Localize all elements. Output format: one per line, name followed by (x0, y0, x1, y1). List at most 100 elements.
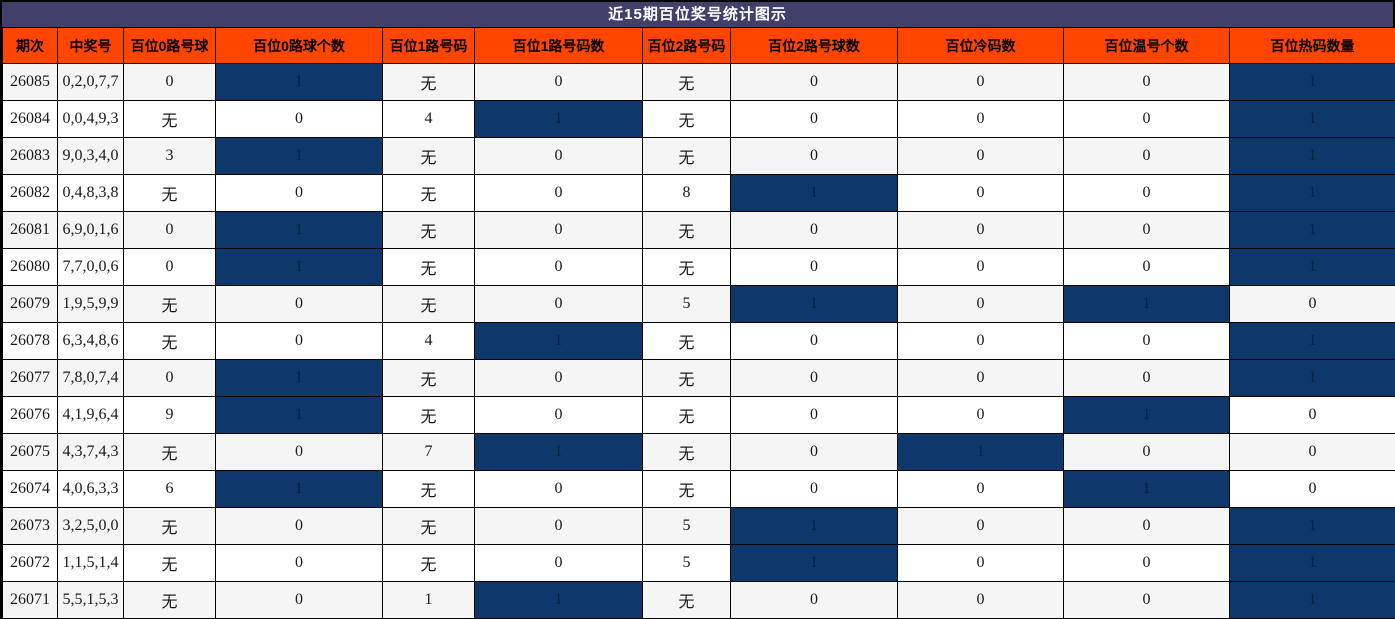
cell: 5,5,1,5,3 (57, 581, 124, 619)
cell: 6,9,0,1,6 (57, 211, 124, 249)
cell: 1 (215, 359, 383, 397)
cell: 0 (1063, 63, 1230, 101)
cell: 0 (1063, 137, 1230, 175)
period-cell: 26084 (2, 100, 58, 138)
cell: 无 (642, 322, 731, 360)
cell: 0 (730, 359, 898, 397)
cell: 0 (1229, 396, 1395, 434)
cell: 9,0,3,4,0 (57, 137, 124, 175)
cell: 0 (215, 285, 383, 323)
cell: 无 (642, 581, 731, 619)
cell: 1 (1229, 63, 1395, 101)
cell: 无 (642, 359, 731, 397)
cell: 1 (1229, 359, 1395, 397)
cell: 1 (1229, 507, 1395, 545)
cell: 0 (215, 507, 383, 545)
period-cell: 26076 (2, 396, 58, 434)
cell: 4,0,6,3,3 (57, 470, 124, 508)
cell: 1 (1063, 396, 1230, 434)
cell: 无 (123, 544, 216, 582)
period-cell: 26071 (2, 581, 58, 619)
period-cell: 26074 (2, 470, 58, 508)
cell: 0 (897, 396, 1064, 434)
cell: 1 (1229, 322, 1395, 360)
cell: 4,3,7,4,3 (57, 433, 124, 471)
cell: 7,8,0,7,4 (57, 359, 124, 397)
cell: 0 (730, 248, 898, 286)
cell: 0 (897, 359, 1064, 397)
cell: 8 (642, 174, 731, 212)
cell: 0 (897, 174, 1064, 212)
cell: 1 (215, 63, 383, 101)
cell: 0 (474, 174, 643, 212)
cell: 0 (897, 248, 1064, 286)
period-cell: 26078 (2, 322, 58, 360)
column-header: 期次 (2, 27, 58, 64)
column-header: 中奖号 (57, 27, 124, 64)
table-row: 26075 4,3,7,4,3 无 0 7 1 无 0 1 0 0 (2, 433, 1395, 471)
table-row: 26076 4,1,9,6,4 9 1 无 0 无 0 0 1 0 (2, 396, 1395, 434)
table-row: 26074 4,0,6,3,3 6 1 无 0 无 0 0 1 0 (2, 470, 1395, 508)
cell: 0,0,4,9,3 (57, 100, 124, 138)
cell: 4,1,9,6,4 (57, 396, 124, 434)
cell: 无 (642, 63, 731, 101)
cell: 0 (123, 211, 216, 249)
cell: 0 (1063, 507, 1230, 545)
table-row: 26072 1,1,5,1,4 无 0 无 0 5 1 0 0 1 (2, 544, 1395, 582)
cell: 0 (730, 211, 898, 249)
cell: 9 (123, 396, 216, 434)
cell: 0 (730, 322, 898, 360)
cell: 无 (382, 470, 475, 508)
cell: 0 (474, 470, 643, 508)
cell: 0 (897, 470, 1064, 508)
period-cell: 26085 (2, 63, 58, 101)
cell: 0 (215, 581, 383, 619)
cell: 0,4,8,3,8 (57, 174, 124, 212)
cell: 0 (215, 544, 383, 582)
cell: 无 (123, 285, 216, 323)
cell: 6 (123, 470, 216, 508)
cell: 1 (730, 285, 898, 323)
cell: 0 (730, 396, 898, 434)
cell: 无 (382, 63, 475, 101)
table-header-row: 期次 中奖号 百位0路号球 百位0路球个数 百位1路号码 百位1路号码数 百位2路号码 百位2… (2, 27, 1395, 64)
cell: 0 (897, 544, 1064, 582)
period-cell: 26072 (2, 544, 58, 582)
cell: 0 (215, 174, 383, 212)
cell: 无 (642, 433, 731, 471)
cell: 无 (642, 137, 731, 175)
cell: 无 (382, 359, 475, 397)
cell: 1 (1229, 544, 1395, 582)
cell: 1 (1229, 174, 1395, 212)
cell: 无 (382, 211, 475, 249)
cell: 1 (730, 174, 898, 212)
cell: 0 (1229, 285, 1395, 323)
cell: 0 (474, 63, 643, 101)
cell: 1 (1063, 285, 1230, 323)
table-row: 26082 0,4,8,3,8 无 0 无 0 8 1 0 0 1 (2, 174, 1395, 212)
cell: 无 (642, 396, 731, 434)
cell: 无 (642, 248, 731, 286)
cell: 1,1,5,1,4 (57, 544, 124, 582)
cell: 0 (897, 211, 1064, 249)
column-header: 百位0路球个数 (215, 27, 383, 64)
table-row: 26085 0,2,0,7,7 0 1 无 0 无 0 0 0 1 (2, 63, 1395, 101)
cell: 0 (474, 359, 643, 397)
column-header: 百位1路号码 (382, 27, 475, 64)
cell: 1 (474, 322, 643, 360)
cell: 3 (123, 137, 216, 175)
cell: 无 (382, 174, 475, 212)
cell: 6,3,4,8,6 (57, 322, 124, 360)
cell: 无 (123, 581, 216, 619)
cell: 无 (382, 248, 475, 286)
cell: 0 (1229, 470, 1395, 508)
cell: 0 (215, 322, 383, 360)
cell: 0 (1063, 248, 1230, 286)
cell: 0 (1063, 100, 1230, 138)
cell: 1 (215, 248, 383, 286)
cell: 无 (382, 285, 475, 323)
cell: 7,7,0,0,6 (57, 248, 124, 286)
cell: 1 (1063, 470, 1230, 508)
cell: 0 (897, 285, 1064, 323)
cell: 无 (382, 137, 475, 175)
